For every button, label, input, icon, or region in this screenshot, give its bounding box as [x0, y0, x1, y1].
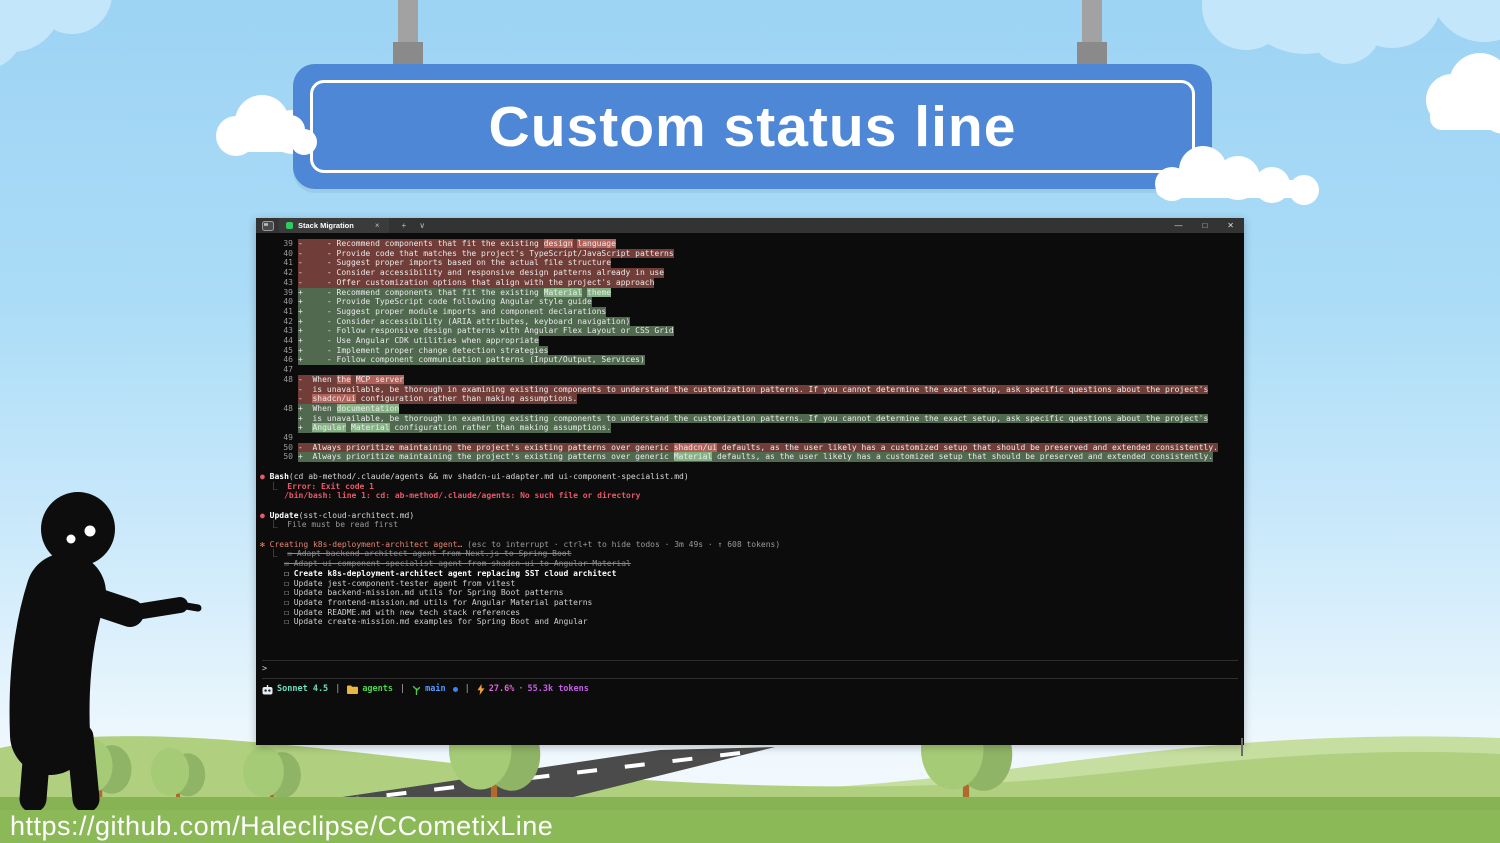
- diff-line: 50- Always prioritize maintaining the pr…: [283, 442, 1218, 453]
- lightning-icon: [477, 684, 485, 695]
- diff-line: 46 + - Follow component communication pat…: [283, 355, 645, 366]
- diff-line: + is unavailable, be thorough in examini…: [298, 413, 1209, 424]
- diff-line: 41- - Suggest proper imports based on th…: [283, 258, 612, 269]
- clouds-back: [0, 0, 1500, 157]
- prompt-area: > Sonnet 4.5 | agents | main: [262, 660, 1238, 700]
- folder-icon: [347, 685, 359, 694]
- divider: [262, 660, 1238, 661]
- diff-line: - is unavailable, be thorough in examini…: [298, 384, 1209, 395]
- person-head: [41, 492, 115, 566]
- update-tool-call: ● Update(sst-cloud-architect.md): [260, 510, 415, 520]
- diff-line: 42- - Consider accessibility and respons…: [283, 268, 665, 278]
- page-title: Custom status line: [488, 94, 1017, 159]
- diff-line: 50 + Always prioritize maintaining the pr…: [283, 452, 1214, 463]
- person-silhouette: [9, 492, 202, 813]
- status-line: Sonnet 4.5 | agents | main |: [262, 679, 1238, 700]
- clouds-front: [275, 115, 1319, 205]
- status-branch: main: [425, 683, 446, 694]
- diff-line: 40 + - Provide TypeScript code following …: [283, 297, 592, 307]
- github-url[interactable]: https://github.com/Haleclipse/CCometixLi…: [10, 811, 554, 841]
- todo-item: ☒ Adapt ui-component-specialist agent fr…: [284, 559, 631, 569]
- diff-line: 45 + - Implement proper change detection …: [283, 345, 549, 356]
- tab-stack-migration[interactable]: Stack Migration ×: [279, 218, 389, 233]
- tab-dropdown-icon[interactable]: ∨: [419, 221, 426, 230]
- diff-line: 43 + - Follow responsive design patterns …: [283, 326, 674, 337]
- todo-item: ☐ Update create-mission.md examples for …: [284, 617, 588, 627]
- status-directory: agents: [362, 683, 394, 694]
- diff-line: 49: [283, 433, 293, 443]
- prompt-input[interactable]: >: [262, 664, 268, 674]
- tab-close-icon[interactable]: ×: [374, 221, 380, 230]
- spinner-icon: ✻: [260, 539, 270, 549]
- status-context-pct: 27.6%: [488, 683, 515, 694]
- tab-title: Stack Migration: [298, 221, 354, 230]
- maximize-button[interactable]: □: [1202, 221, 1208, 230]
- diff-line: - shadcn/ui configuration rather than ma…: [298, 394, 578, 404]
- todo-item: ☐ Create k8s-deployment-architect agent …: [284, 568, 617, 578]
- minimize-button[interactable]: —: [1174, 221, 1183, 230]
- terminal-titlebar: Stack Migration × + ∨ — □ ✕: [256, 218, 1244, 233]
- bash-tool-call: ● Bash(cd ab-method/.claude/agents && mv…: [260, 471, 689, 481]
- person-eye: [84, 525, 96, 537]
- road-dashes: [329, 751, 741, 804]
- robot-icon: [262, 684, 273, 694]
- diff-line: 48 + When documentation: [283, 403, 400, 414]
- terminal-window: Stack Migration × + ∨ — □ ✕ 39- - Recomm…: [256, 218, 1244, 756]
- diff-line: 48- When the MCP server: [283, 374, 404, 385]
- todo-item: ☐ Update jest-component-tester agent fro…: [284, 578, 516, 588]
- sign-bracket-left: [393, 42, 423, 68]
- close-button[interactable]: ✕: [1227, 221, 1234, 230]
- creating-status: ✻ Creating k8s-deployment-architect agen…: [260, 539, 781, 549]
- diff-line: 41 + - Suggest proper module imports and …: [283, 306, 607, 317]
- status-model: Sonnet 4.5: [277, 683, 329, 694]
- tab-status-icon: [286, 222, 293, 229]
- diff-line: + Angular Material configuration rather …: [298, 423, 612, 434]
- diff-line: 47: [283, 365, 293, 375]
- tool-bullet-icon: ●: [260, 510, 265, 520]
- url-bar: https://github.com/Haleclipse/CCometixLi…: [0, 810, 1500, 843]
- diff-line: 40- - Provide code that matches the proj…: [283, 248, 674, 259]
- sign-post-right: [1082, 0, 1102, 52]
- status-tokens: 55.3k tokens: [527, 683, 589, 694]
- branch-status-dot: [452, 687, 458, 692]
- diff-line: 43- - Offer customization options that a…: [283, 277, 655, 288]
- diff-block: 39- - Recommend components that fit the …: [260, 239, 1244, 463]
- scrollbar-thumb[interactable]: [1241, 738, 1243, 756]
- sign-inner-border: Custom status line: [310, 80, 1195, 173]
- todo-item: ☐ Update backend-mission.md utils for Sp…: [284, 588, 564, 598]
- git-branch-icon: [413, 685, 421, 695]
- todo-item: ☐ Update README.md with new tech stack r…: [284, 607, 521, 617]
- update-result: ⎿ File must be read first: [260, 520, 399, 530]
- divider: [262, 678, 1238, 679]
- bash-error-line2: /bin/bash: line 1: cd: ab-method/.claude…: [260, 491, 641, 501]
- diff-line: 39- - Recommend components that fit the …: [283, 239, 616, 249]
- diff-line: 39 + - Recommend components that fit the …: [283, 287, 612, 298]
- todo-item: ⎿ ☒ Adapt backend-architect agent from N…: [260, 549, 572, 559]
- bash-error-line1: ⎿ Error: Exit code 1: [260, 481, 374, 491]
- sign-bracket-right: [1077, 42, 1107, 68]
- terminal-app-icon: [262, 220, 274, 231]
- diff-line: 42 + - Consider accessibility (ARIA attri…: [283, 316, 631, 327]
- new-tab-button[interactable]: +: [401, 221, 407, 230]
- tool-bullet-icon: ●: [260, 471, 265, 481]
- title-sign: Custom status line: [293, 64, 1212, 189]
- terminal-content: 39- - Recommend components that fit the …: [256, 233, 1244, 756]
- sign-post-left: [398, 0, 418, 52]
- todo-list: ⎿ ☒ Adapt backend-architect agent from N…: [260, 549, 1244, 627]
- person-eye: [66, 534, 76, 544]
- diff-line: 44 + - Use Angular CDK utilities when app…: [283, 336, 539, 346]
- todo-item: ☐ Update frontend-mission.md utils for A…: [284, 597, 593, 607]
